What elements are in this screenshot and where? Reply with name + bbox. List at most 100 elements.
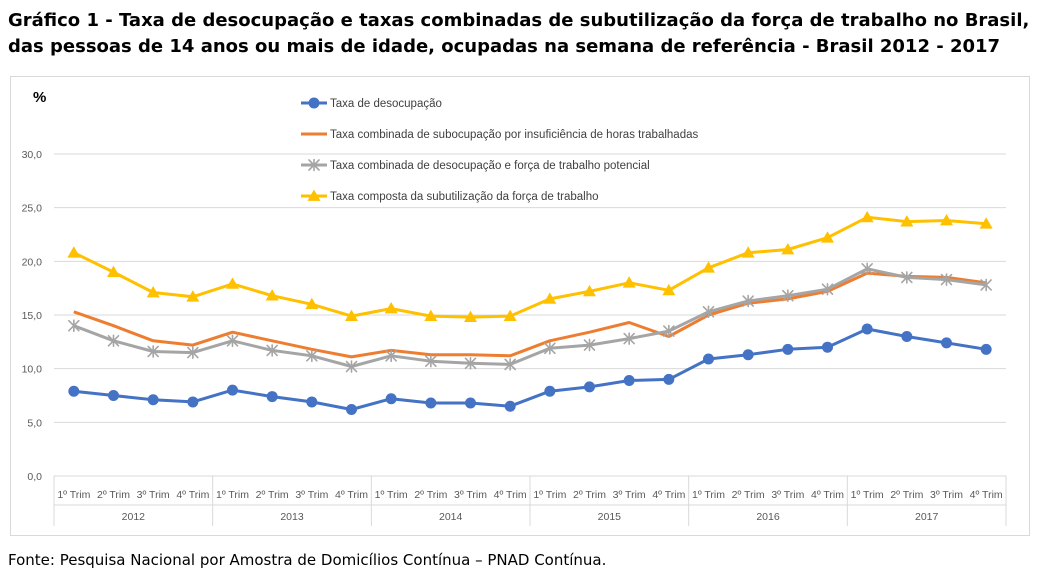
data-point (544, 385, 556, 397)
data-point (623, 374, 635, 386)
x-quarter-label: 2º Trim (256, 489, 289, 501)
data-point (504, 400, 516, 412)
data-point (543, 292, 557, 304)
x-quarter-label: 3º Trim (930, 489, 963, 501)
data-point (821, 231, 834, 243)
data-point (782, 289, 794, 302)
x-quarter-label: 1º Trim (851, 489, 884, 501)
data-point (940, 214, 953, 226)
x-quarter-label: 1º Trim (375, 489, 408, 501)
x-year-label: 2012 (122, 511, 146, 523)
data-point (901, 330, 913, 342)
x-year-label: 2013 (280, 511, 304, 523)
x-year-label: 2017 (915, 511, 939, 523)
x-quarter-label: 1º Trim (216, 489, 249, 501)
y-tick-label: 5,0 (27, 417, 42, 429)
legend-label: Taxa composta da subutilização da força … (330, 191, 599, 203)
data-point (980, 343, 992, 355)
series-line (73, 327, 987, 411)
data-point (663, 373, 675, 385)
data-point (822, 341, 833, 353)
data-point (226, 277, 239, 289)
data-point (544, 341, 556, 355)
data-point (305, 297, 319, 310)
data-point (345, 360, 358, 373)
line-chart: 0,0 5,0 10,0 15,0 20,0 25,0 30,0% 1º Trim 2º Tri… (22, 89, 1007, 526)
x-year-label: 2014 (439, 511, 463, 523)
x-quarter-label: 1º Trim (692, 489, 725, 501)
data-point (425, 354, 437, 368)
series-line (73, 215, 987, 319)
x-quarter-label: 3º Trim (295, 489, 328, 501)
y-unit-label: % (33, 89, 46, 106)
data-point (703, 353, 714, 365)
data-point (584, 381, 595, 393)
data-point (782, 343, 794, 355)
data-point (979, 217, 993, 229)
data-point (742, 349, 754, 361)
data-point (901, 271, 913, 284)
data-point (742, 294, 754, 308)
x-quarter-label: 1º Trim (533, 489, 566, 501)
data-point (385, 393, 397, 405)
source-note: Fonte: Pesquisa Nacional por Amostra de … (8, 551, 607, 569)
chart-area: 0,0 5,0 10,0 15,0 20,0 25,0 30,0% 1º Trim 2º Tri… (10, 76, 1030, 536)
data-point (226, 334, 239, 348)
legend-item: Taxa combinada de subocupação por insufi… (301, 129, 698, 141)
data-point (265, 289, 279, 301)
data-point (107, 265, 120, 277)
data-point (503, 309, 517, 321)
x-quarter-label: 2º Trim (97, 489, 130, 501)
data-point (345, 309, 358, 321)
data-point (68, 385, 80, 397)
legend-item: Taxa de desocupação (301, 97, 442, 110)
x-quarter-label: 2º Trim (573, 489, 606, 501)
data-point (186, 290, 200, 302)
series-1 (68, 323, 992, 415)
series-line (73, 267, 987, 368)
data-point (781, 243, 795, 255)
x-quarter-label: 4º Trim (335, 489, 368, 501)
data-point (583, 338, 596, 352)
data-point (464, 310, 477, 323)
data-point (464, 356, 477, 370)
x-quarter-label: 3º Trim (613, 489, 646, 501)
data-point (465, 397, 476, 409)
data-point (663, 324, 675, 338)
data-point (623, 332, 635, 345)
data-point (108, 390, 119, 401)
data-point (940, 273, 953, 286)
x-quarter-label: 4º Trim (811, 489, 844, 501)
data-point (147, 394, 159, 406)
data-point (702, 261, 715, 273)
data-point (861, 262, 873, 276)
legend-label: Taxa combinada de subocupação por insufi… (330, 129, 698, 141)
data-point (107, 334, 120, 348)
data-point (306, 349, 318, 363)
x-quarter-label: 3º Trim (771, 489, 804, 501)
data-point (385, 349, 397, 363)
y-tick-label: 15,0 (22, 310, 43, 322)
data-point (308, 97, 320, 109)
x-quarter-label: 3º Trim (137, 489, 170, 501)
x-quarter-label: 2º Trim (890, 489, 923, 501)
data-point (583, 284, 596, 297)
data-point (424, 309, 438, 321)
x-quarter-label: 1º Trim (57, 489, 90, 501)
data-point (266, 391, 278, 403)
data-point (306, 396, 318, 408)
series-4 (67, 210, 993, 323)
data-point (67, 246, 81, 258)
x-quarter-label: 2º Trim (732, 489, 765, 501)
data-point (384, 302, 398, 314)
x-quarter-label: 3º Trim (454, 489, 487, 501)
data-point (941, 337, 952, 349)
x-quarter-label: 2º Trim (414, 489, 447, 501)
x-year-label: 2015 (598, 511, 622, 523)
data-point (346, 403, 357, 415)
x-quarter-label: 4º Trim (494, 489, 527, 501)
data-point (147, 345, 159, 358)
data-point (980, 278, 992, 292)
data-point (504, 358, 516, 371)
data-point (307, 189, 321, 201)
